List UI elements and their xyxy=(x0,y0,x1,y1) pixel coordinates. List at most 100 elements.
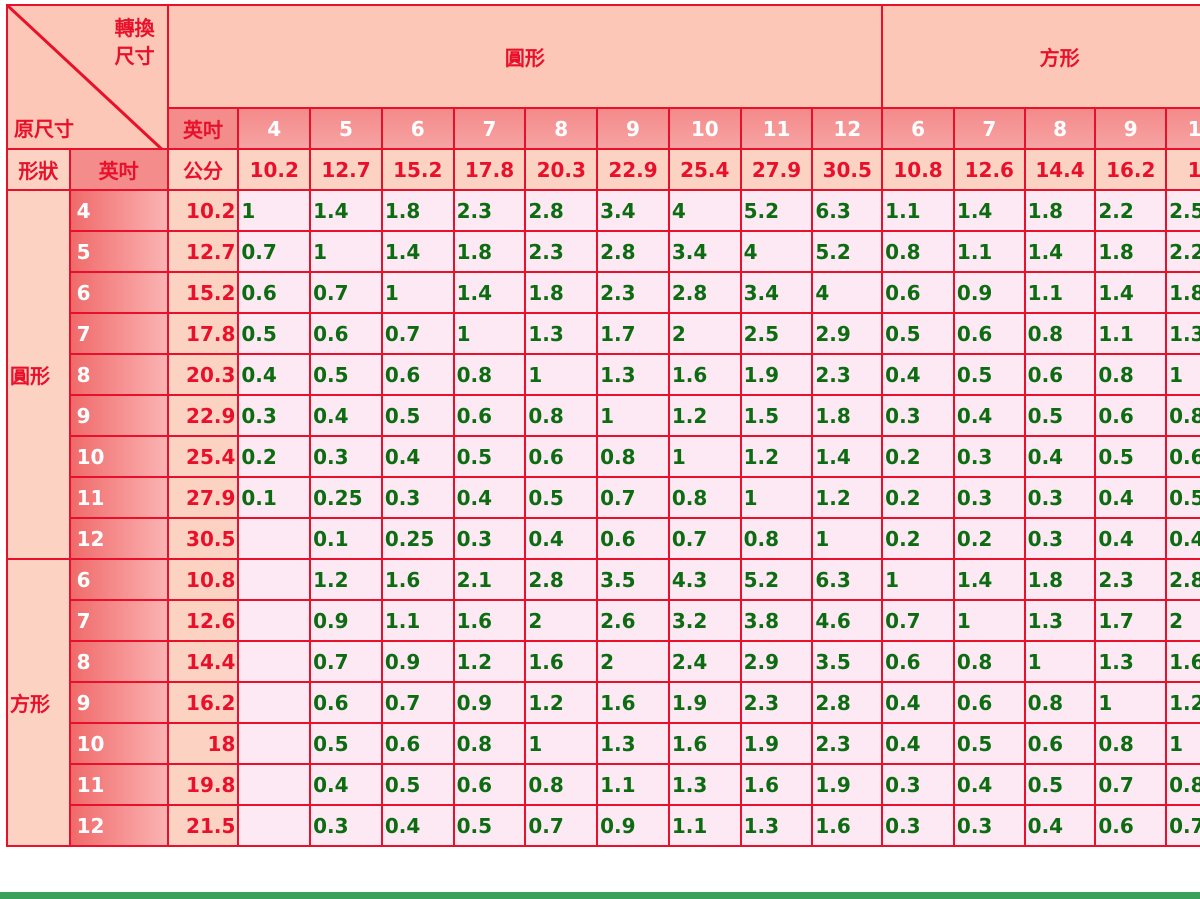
row-cm-label: 12.6 xyxy=(166,599,240,642)
value-cell: 0.4 xyxy=(1094,476,1168,519)
value-cell: 0.5 xyxy=(1023,763,1097,806)
value-cell: 1.3 xyxy=(667,763,742,806)
value-cell xyxy=(237,763,312,806)
value-cell: 4.6 xyxy=(811,599,884,642)
value-cell: 0.7 xyxy=(380,312,455,355)
value-cell: 2.8 xyxy=(596,230,670,273)
row-cm-label: 12.7 xyxy=(166,230,240,273)
value-cell: 0.3 xyxy=(881,394,955,437)
value-cell: 5.2 xyxy=(739,189,814,232)
value-cell: 0.4 xyxy=(952,763,1026,806)
value-cell: 1.2 xyxy=(524,681,599,724)
row-cm-label: 25.4 xyxy=(166,435,240,478)
column-cm-header: 30.5 xyxy=(811,148,884,191)
value-cell: 1.3 xyxy=(1094,640,1168,683)
value-cell: 0.9 xyxy=(952,271,1026,314)
value-cell: 1 xyxy=(1023,640,1097,683)
value-cell: 1 xyxy=(739,476,814,519)
value-cell: 0.8 xyxy=(596,435,670,478)
row-inch-label: 5 xyxy=(68,230,169,273)
value-cell: 1.1 xyxy=(1094,312,1168,355)
value-cell: 0.6 xyxy=(452,394,527,437)
diagonal-line xyxy=(8,7,162,147)
value-cell: 0.5 xyxy=(1023,394,1097,437)
value-cell: 2.5 xyxy=(739,312,814,355)
value-cell: 1.1 xyxy=(380,599,455,642)
value-cell: 1.2 xyxy=(309,558,383,601)
value-cell: 1.3 xyxy=(1165,312,1200,355)
value-cell: 1.8 xyxy=(811,394,884,437)
value-cell: 0.1 xyxy=(309,517,383,560)
value-cell: 0.3 xyxy=(1023,517,1097,560)
value-cell: 0.3 xyxy=(952,476,1026,519)
value-cell: 0.6 xyxy=(952,681,1026,724)
value-cell: 1 xyxy=(596,394,670,437)
value-cell: 1.3 xyxy=(524,312,599,355)
value-cell: 1 xyxy=(524,722,599,765)
value-cell: 1.1 xyxy=(1023,271,1097,314)
value-cell: 3.5 xyxy=(811,640,884,683)
column-inch-header: 9 xyxy=(596,107,670,150)
value-cell: 4.3 xyxy=(667,558,742,601)
row-cm-label: 10.8 xyxy=(166,558,240,601)
value-cell: 1.1 xyxy=(881,189,955,232)
value-cell: 0.6 xyxy=(1165,435,1200,478)
value-cell: 0.4 xyxy=(881,681,955,724)
table-row: 7 17.8 0.5 0.6 0.7 1 1.3 1.7 2 2.5 2.9 0.5 0.6 0.8 1.1… xyxy=(7,312,1200,355)
value-cell: 0.3 xyxy=(309,804,383,847)
value-cell: 2.2 xyxy=(1094,189,1168,232)
value-cell: 0.6 xyxy=(596,517,670,560)
value-cell: 0.6 xyxy=(452,763,527,806)
column-cm-header: 16.2 xyxy=(1094,148,1168,191)
column-cm-header: 18 xyxy=(1165,148,1200,191)
value-cell: 0.3 xyxy=(380,476,455,519)
row-cm-label: 20.3 xyxy=(166,353,240,396)
column-inch-header: 9 xyxy=(1094,107,1168,150)
value-cell: 1 xyxy=(1094,681,1168,724)
value-cell: 0.25 xyxy=(380,517,455,560)
value-cell: 2 xyxy=(1165,599,1200,642)
table-row: 9 22.9 0.3 0.4 0.5 0.6 0.8 1 1.2 1.5 1.8 0.3 0.4 0.5 0… xyxy=(7,394,1200,437)
value-cell: 0.4 xyxy=(237,353,312,396)
value-cell: 1.6 xyxy=(667,353,742,396)
value-cell: 0.7 xyxy=(380,681,455,724)
value-cell: 0.8 xyxy=(1165,763,1200,806)
value-cell: 1.1 xyxy=(667,804,742,847)
column-inch-header: 12 xyxy=(811,107,884,150)
value-cell: 0.7 xyxy=(237,230,312,273)
row-cm-label: 16.2 xyxy=(166,681,240,724)
value-cell: 2 xyxy=(596,640,670,683)
table-row: 10 18 0.5 0.6 0.8 1 1.3 1.6 1.9 2.3 0.4 0.5 0.6 0.8 1 xyxy=(7,722,1200,765)
value-cell: 0.7 xyxy=(524,804,599,847)
value-cell: 1 xyxy=(1165,722,1200,765)
value-cell xyxy=(237,558,312,601)
value-cell: 1.6 xyxy=(667,722,742,765)
value-cell: 1.6 xyxy=(1165,640,1200,683)
value-cell: 0.5 xyxy=(952,722,1026,765)
value-cell xyxy=(237,681,312,724)
value-cell: 0.4 xyxy=(952,394,1026,437)
value-cell: 1.2 xyxy=(739,435,814,478)
inch-header-label: 英吋 xyxy=(166,107,240,150)
value-cell: 0.6 xyxy=(380,722,455,765)
value-cell: 1.6 xyxy=(739,763,814,806)
value-cell: 2.3 xyxy=(739,681,814,724)
column-cm-header: 14.4 xyxy=(1023,148,1097,191)
value-cell: 0.8 xyxy=(524,394,599,437)
value-cell: 1.4 xyxy=(811,435,884,478)
value-cell: 2.8 xyxy=(811,681,884,724)
value-cell: 1 xyxy=(309,230,383,273)
value-cell: 0.2 xyxy=(952,517,1026,560)
table-row: 814.40.70.91.21.622.42.93.50.60.811.31.6 xyxy=(7,640,1200,683)
value-cell: 0.8 xyxy=(452,353,527,396)
value-cell: 1.8 xyxy=(452,230,527,273)
value-cell: 0.6 xyxy=(309,681,383,724)
value-cell: 1.6 xyxy=(524,640,599,683)
value-cell: 1.2 xyxy=(667,394,742,437)
row-cm-label: 22.9 xyxy=(166,394,240,437)
value-cell: 0.8 xyxy=(739,517,814,560)
value-cell: 0.2 xyxy=(237,435,312,478)
column-inch-header: 8 xyxy=(524,107,599,150)
value-cell: 1.9 xyxy=(739,722,814,765)
